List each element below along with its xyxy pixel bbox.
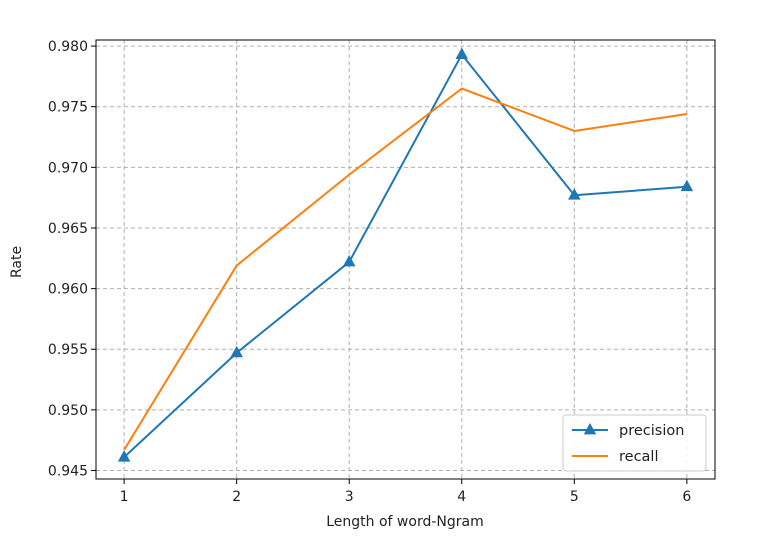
precision-point xyxy=(230,345,243,358)
x-tick-label: 2 xyxy=(232,489,241,505)
y-tick-label: 0.975 xyxy=(48,100,88,116)
precision-point xyxy=(455,47,469,59)
y-tick-label: 0.965 xyxy=(48,221,88,237)
precision-point xyxy=(568,188,581,200)
y-axis-ticks: 0.945 0.950 0.955 0.960 0.965 0.970 0.975 0.980 xyxy=(48,39,96,480)
recall-line xyxy=(123,87,688,451)
x-tick-label: 3 xyxy=(345,489,354,505)
y-tick-label: 0.945 xyxy=(48,464,88,480)
precision-legend-label: precision xyxy=(619,423,684,439)
y-tick-label: 0.960 xyxy=(48,282,88,298)
precision-point xyxy=(680,179,694,192)
series-layer xyxy=(117,47,694,462)
x-tick-label: 4 xyxy=(457,489,466,505)
x-tick-label: 5 xyxy=(570,489,579,505)
x-axis-ticks: 1 2 3 4 5 6 xyxy=(120,479,691,505)
legend: precision recall xyxy=(562,414,707,472)
y-tick-label: 0.950 xyxy=(48,403,88,419)
y-axis-label: Rate xyxy=(9,246,25,278)
precision-point xyxy=(342,254,356,267)
y-tick-label: 0.955 xyxy=(48,342,88,358)
plot-frame xyxy=(95,39,716,480)
x-tick-label: 1 xyxy=(120,489,129,505)
y-tick-label: 0.970 xyxy=(48,160,88,176)
x-tick-label: 6 xyxy=(682,489,691,505)
precision-point xyxy=(117,450,131,462)
precision-line xyxy=(123,53,687,458)
recall-legend-label: recall xyxy=(619,449,658,465)
y-tick-label: 0.980 xyxy=(48,39,88,55)
x-axis-label: Length of word-Ngram xyxy=(326,514,483,530)
precision-legend-marker xyxy=(583,422,597,435)
